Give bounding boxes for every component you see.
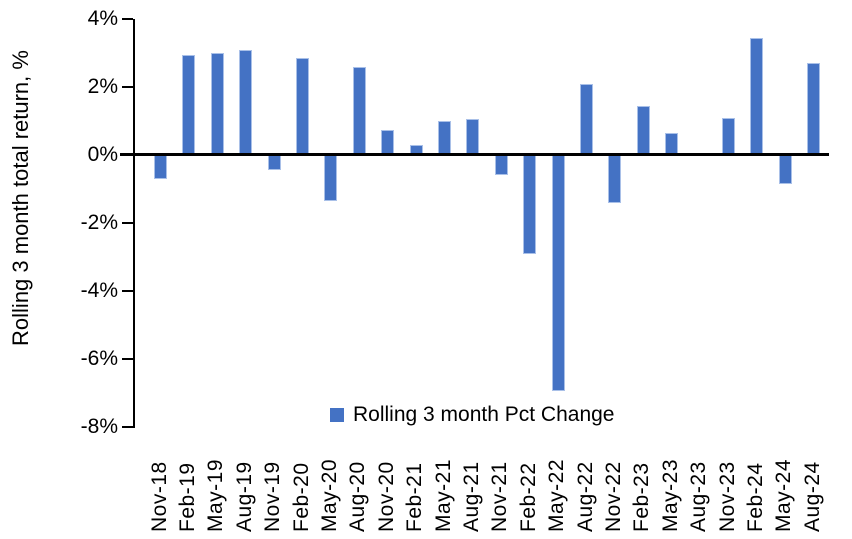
y-tick-label: 4% <box>87 7 118 30</box>
y-axis-title: Rolling 3 month total return, % <box>8 50 33 346</box>
bar-Feb-22 <box>523 155 537 254</box>
bar-Feb-23 <box>636 105 650 155</box>
y-tick-mark <box>122 222 133 224</box>
bar-Aug-20 <box>352 66 366 155</box>
x-tick-label: Aug-19 <box>232 461 256 532</box>
bar-Nov-19 <box>267 155 281 171</box>
x-tick-label: May-19 <box>204 458 228 532</box>
x-tick-label: Feb-24 <box>743 462 767 532</box>
y-tick-label: 2% <box>87 75 118 98</box>
bar-Aug-22 <box>580 83 593 155</box>
x-tick-label: May-24 <box>772 458 796 532</box>
bar-Feb-24 <box>750 37 764 155</box>
x-tick-label: Nov-18 <box>147 461 171 532</box>
y-tick-label: 0% <box>87 143 118 166</box>
bar-Aug-24 <box>807 63 821 155</box>
x-tick-label: Aug-24 <box>800 461 824 532</box>
bar-May-23 <box>665 132 679 155</box>
legend-label: Rolling 3 month Pct Change <box>353 403 615 426</box>
y-tick-mark <box>122 358 133 360</box>
x-tick-label: Feb-22 <box>516 462 540 532</box>
bar-May-20 <box>324 155 338 201</box>
x-tick-label: Nov-22 <box>601 461 625 532</box>
y-tick-label: -8% <box>80 415 118 438</box>
x-tick-label: Feb-19 <box>175 462 199 532</box>
bar-Aug-21 <box>466 119 480 155</box>
bar-May-21 <box>438 121 451 155</box>
y-tick-label: -2% <box>80 211 118 234</box>
bar-May-22 <box>551 155 565 392</box>
x-tick-label: Aug-20 <box>346 461 370 532</box>
x-tick-label: Aug-21 <box>459 461 483 532</box>
x-tick-label: Nov-20 <box>374 461 398 532</box>
x-tick-label: May-20 <box>317 458 341 532</box>
y-tick-label: -4% <box>80 279 118 302</box>
bar-Aug-19 <box>239 49 253 155</box>
y-tick-mark <box>122 426 133 428</box>
bar-Nov-22 <box>608 155 622 203</box>
legend-swatch-icon <box>330 408 344 422</box>
x-tick-label: Nov-21 <box>488 461 512 532</box>
x-tick-label: Aug-23 <box>687 461 711 532</box>
y-tick-mark <box>122 86 133 88</box>
x-tick-label: Feb-21 <box>403 462 427 532</box>
legend: Rolling 3 month Pct Change <box>330 403 615 427</box>
bar-Feb-20 <box>296 58 309 155</box>
y-tick-label: -6% <box>80 347 118 370</box>
x-tick-label: Nov-19 <box>261 461 285 532</box>
x-axis-zero-line <box>120 153 829 156</box>
bar-Feb-19 <box>182 54 196 155</box>
bar-Nov-21 <box>494 155 508 176</box>
bar-Nov-20 <box>381 129 395 155</box>
x-tick-label: Aug-22 <box>573 461 597 532</box>
y-tick-mark <box>122 290 133 292</box>
x-tick-label: Feb-23 <box>630 462 654 532</box>
x-tick-label: May-21 <box>431 458 455 532</box>
x-tick-label: Feb-20 <box>289 462 313 532</box>
x-tick-label: May-22 <box>545 458 569 532</box>
bar-Nov-23 <box>722 117 735 155</box>
x-tick-label: May-23 <box>658 458 682 532</box>
bar-May-19 <box>210 53 224 155</box>
bar-May-24 <box>778 155 792 184</box>
x-tick-label: Nov-23 <box>715 461 739 532</box>
y-tick-mark <box>122 18 133 20</box>
y-axis-line <box>133 19 135 428</box>
bar-Nov-18 <box>154 155 167 179</box>
